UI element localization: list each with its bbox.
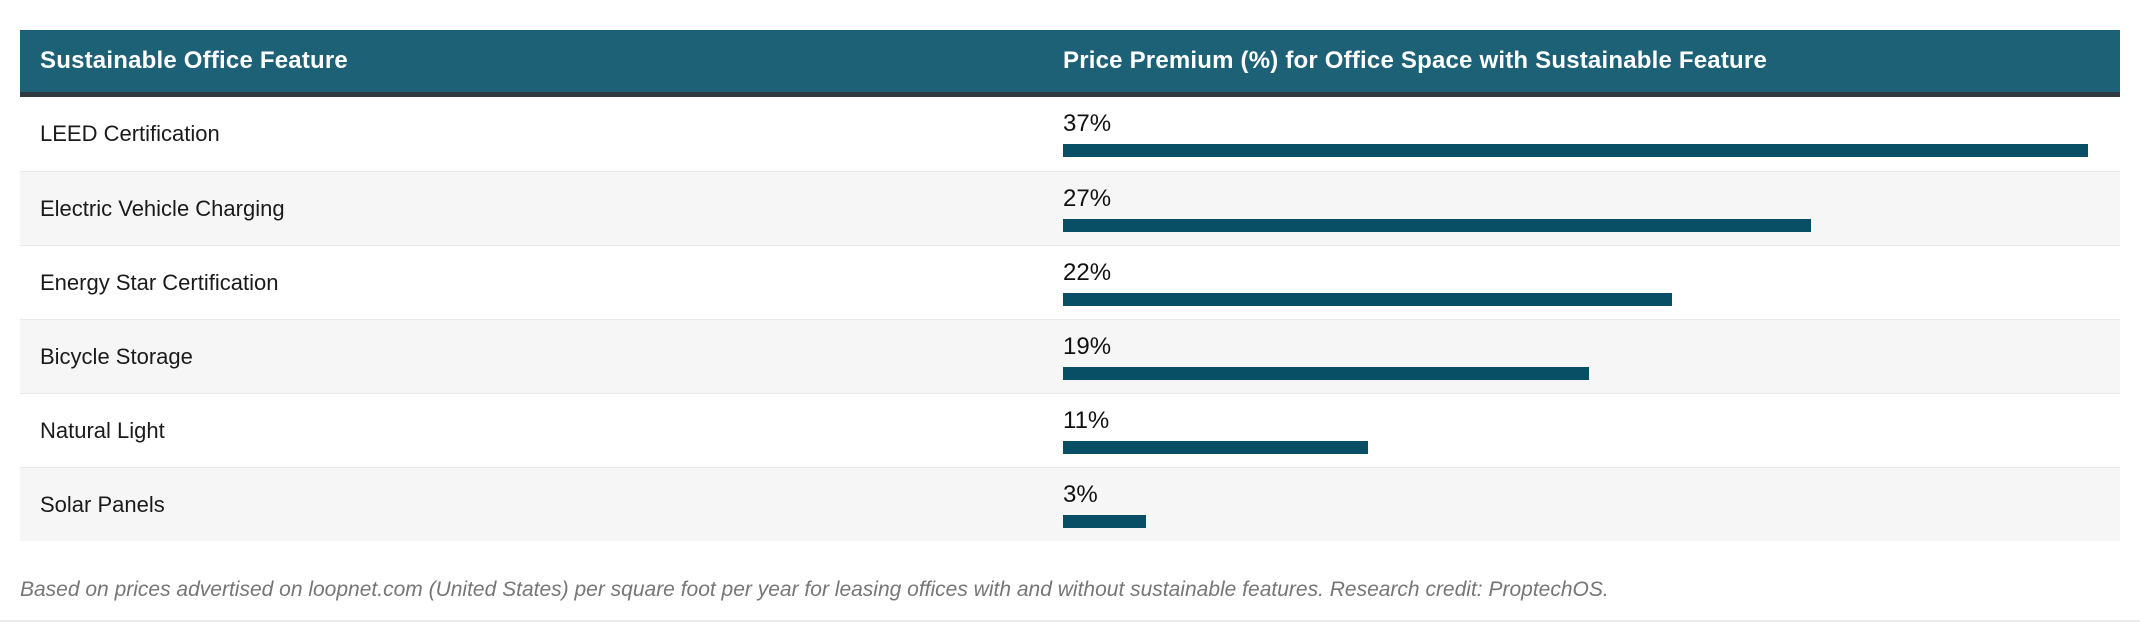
feature-name: Natural Light (40, 417, 165, 443)
bottom-divider (0, 620, 2140, 622)
bar-track (1063, 366, 2088, 380)
price-premium-table: Sustainable Office Feature Price Premium… (20, 30, 2120, 541)
premium-bar (1063, 514, 1147, 528)
footnote: Based on prices advertised on loopnet.co… (20, 578, 1609, 601)
premium-bar (1063, 366, 1590, 380)
table-row: LEED Certification 37% (20, 97, 2120, 171)
value-label: 22% (1063, 258, 1112, 286)
feature-name: LEED Certification (40, 121, 220, 146)
header-cell-premium: Price Premium (%) for Office Space with … (1063, 47, 1767, 74)
premium-bar (1063, 292, 1673, 306)
premium-bar (1063, 218, 1811, 232)
table-row: Energy Star Certification 22% (20, 245, 2120, 319)
premium-bar (1063, 144, 2088, 157)
header-cell-feature: Sustainable Office Feature (40, 47, 348, 74)
feature-name: Bicycle Storage (40, 343, 193, 369)
bar-track (1063, 292, 2088, 306)
table-row: Electric Vehicle Charging 27% (20, 171, 2120, 245)
bar-track (1063, 440, 2088, 454)
value-label: 11% (1063, 406, 1110, 434)
feature-name: Energy Star Certification (40, 269, 279, 295)
bar-track (1063, 514, 2088, 528)
table-row: Natural Light 11% (20, 393, 2120, 467)
feature-name: Solar Panels (40, 491, 165, 517)
table-row: Bicycle Storage 19% (20, 319, 2120, 393)
table-header-row: Sustainable Office Feature Price Premium… (20, 30, 2120, 97)
value-label: 19% (1063, 332, 1112, 360)
value-label: 27% (1063, 184, 1112, 212)
table-row: Solar Panels 3% (20, 467, 2120, 541)
premium-bar (1063, 440, 1368, 454)
feature-name: Electric Vehicle Charging (40, 195, 285, 221)
value-label: 3% (1063, 480, 1098, 508)
value-label: 37% (1063, 110, 1112, 137)
bar-track (1063, 144, 2088, 157)
bar-track (1063, 218, 2088, 232)
